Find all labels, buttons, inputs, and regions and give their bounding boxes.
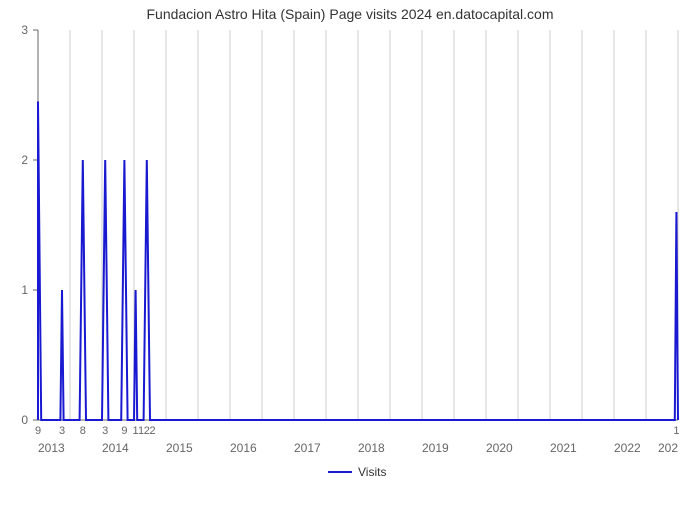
x-year-label: 2017 bbox=[294, 441, 321, 455]
svg-text:9: 9 bbox=[121, 425, 127, 437]
chart-svg: 9383911221012320132014201520162017201820… bbox=[0, 0, 700, 500]
chart-title: Fundacion Astro Hita (Spain) Page visits… bbox=[0, 6, 700, 22]
legend-label: Visits bbox=[358, 465, 386, 479]
svg-text:9: 9 bbox=[35, 425, 41, 437]
x-year-label: 2013 bbox=[38, 441, 65, 455]
x-year-label: 2018 bbox=[358, 441, 385, 455]
x-year-label: 2014 bbox=[102, 441, 129, 455]
svg-text:3: 3 bbox=[59, 425, 65, 437]
x-year-label: 2022 bbox=[614, 441, 641, 455]
x-year-label: 2021 bbox=[550, 441, 577, 455]
legend: Visits bbox=[328, 465, 386, 479]
value-labels: 9383911221 bbox=[35, 425, 680, 437]
chart-container: Fundacion Astro Hita (Spain) Page visits… bbox=[0, 0, 700, 500]
svg-text:8: 8 bbox=[80, 425, 86, 437]
x-year-label: 2019 bbox=[422, 441, 449, 455]
svg-text:1: 1 bbox=[673, 425, 679, 437]
x-year-label: 2015 bbox=[166, 441, 193, 455]
svg-text:2: 2 bbox=[149, 425, 155, 437]
y-tick-label: 0 bbox=[21, 413, 28, 427]
x-year-label: 2016 bbox=[230, 441, 257, 455]
y-tick-label: 3 bbox=[21, 23, 28, 37]
svg-text:3: 3 bbox=[102, 425, 108, 437]
y-tick-label: 1 bbox=[21, 283, 28, 297]
x-year-label: 202 bbox=[658, 441, 678, 455]
x-year-label: 2020 bbox=[486, 441, 513, 455]
y-tick-label: 2 bbox=[21, 153, 28, 167]
